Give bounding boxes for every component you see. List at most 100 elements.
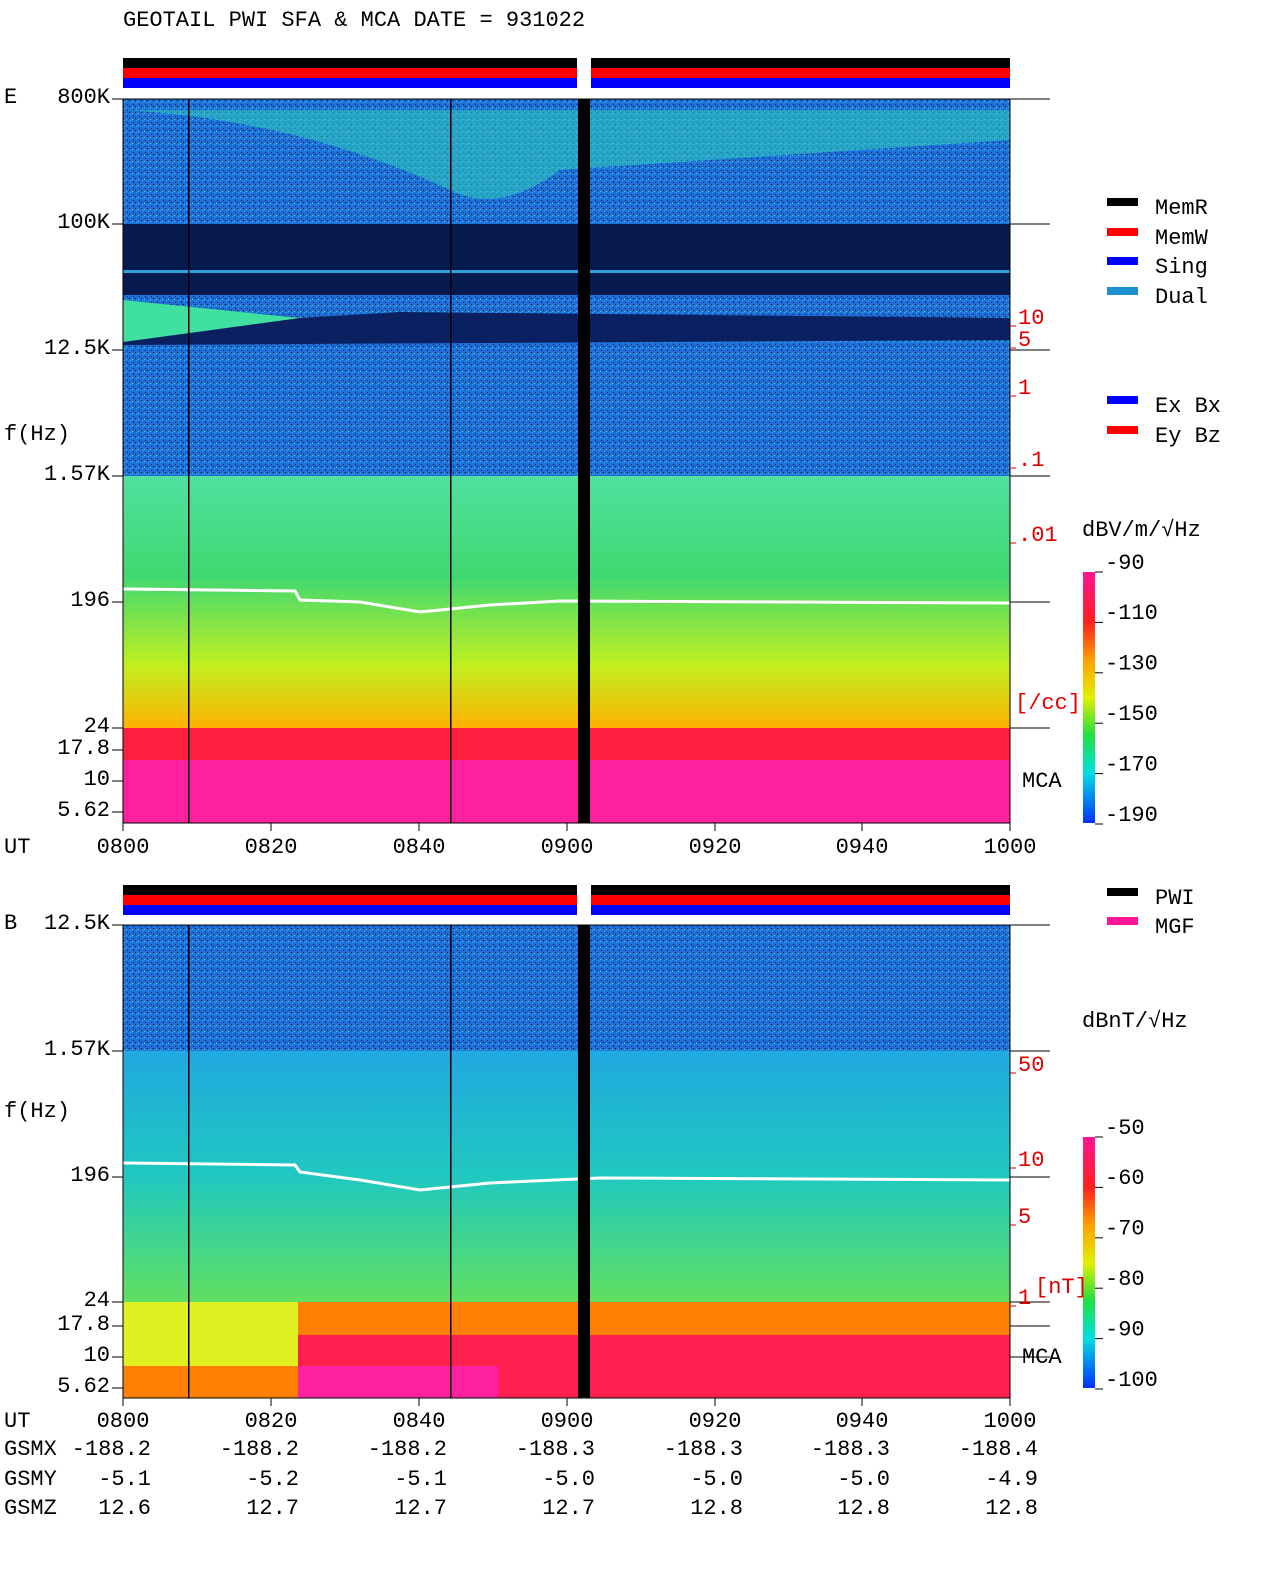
x-tick-label: 0920 [689,1409,742,1434]
legend-label: Ex Bx [1155,394,1221,419]
x-tick-label: 1000 [984,1409,1037,1434]
spectrogram-art [122,58,1095,1398]
colorbar-tick-label: -100 [1105,1368,1158,1393]
colorbar-tick-label: -90 [1105,551,1145,576]
colorbar-tick-label: -90 [1105,1317,1145,1342]
y-tick-label: 5.62 [57,1374,110,1399]
y-tick-label: 12.5K [44,336,111,361]
colorbar-tick-label: -110 [1105,601,1158,626]
orbit-value: -5.1 [98,1467,151,1492]
legend-swatch [1107,257,1138,265]
x-axis-label: UT [4,835,30,860]
x-tick-label: 0940 [836,835,889,860]
y-tick-label: 24 [84,714,110,739]
orbit-value: 12.6 [98,1496,151,1521]
y-tick-label: 10 [84,1343,110,1368]
scale-tick-label: 1 [1018,1286,1031,1311]
x-tick-label: 0840 [393,1409,446,1434]
colorbar-tick-label: -150 [1105,702,1158,727]
y-tick-label: 196 [70,588,110,613]
legend-swatch [1107,396,1138,404]
y-tick-label: 24 [84,1288,110,1313]
orbit-value: -5.0 [542,1467,595,1492]
legend-swatch [1107,228,1138,236]
y-tick-label: 1.57K [44,1037,111,1062]
scale-tick-label: 10 [1018,1148,1044,1173]
orbit-value: -4.9 [985,1467,1038,1492]
orbit-value: -5.1 [394,1467,447,1492]
legend-label: Dual [1155,285,1208,310]
orbit-value: -188.4 [959,1437,1038,1462]
scale-tick-label: 1 [1018,376,1031,401]
scale-tick-label: 10 [1018,306,1044,331]
scale-tick-label: 5 [1018,328,1031,353]
x-tick-label: 0800 [97,835,150,860]
x-tick-label: 0800 [97,1409,150,1434]
y-axis-label: f(Hz) [4,1099,70,1124]
colorbar-tick-label: -130 [1105,652,1158,677]
orbit-value: -5.0 [690,1467,743,1492]
y-tick-label: 1.57K [44,462,111,487]
legend-label: MGF [1155,915,1195,940]
legend-swatch [1107,888,1138,896]
orbit-value: -5.0 [837,1467,890,1492]
y-tick-label: 10 [84,767,110,792]
colorbar-tick-label: -70 [1105,1217,1145,1242]
x-tick-label: 0900 [541,835,594,860]
scale-tick-label: .01 [1018,523,1058,548]
legend-label: MemR [1155,196,1208,221]
legend-swatch [1107,198,1138,206]
orbit-value: 12.8 [985,1496,1038,1521]
y-tick-label: 5.62 [57,798,110,823]
colorbar-tick-label: -80 [1105,1267,1145,1292]
mca-label: MCA [1022,769,1062,794]
orbit-value: -188.3 [516,1437,595,1462]
y-tick-label: 17.8 [57,736,110,761]
legend-label: Sing [1155,255,1208,280]
colorbar-tick-label: -60 [1105,1166,1145,1191]
legend-label: Ey Bz [1155,424,1221,449]
colorbar-tick-label: -170 [1105,752,1158,777]
mca-label: MCA [1022,1345,1062,1370]
colorbar-tick-label: -190 [1105,803,1158,828]
orbit-value: -188.3 [664,1437,743,1462]
legend-swatch [1107,426,1138,434]
legend-swatch [1107,287,1138,295]
legend-label: MemW [1155,226,1209,251]
colorbar-unit: dBV/m/√Hz [1082,518,1201,543]
orbit-label: GSMZ [4,1496,57,1521]
scale-tick-label: .1 [1018,448,1044,473]
orbit-value: -188.2 [368,1437,447,1462]
orbit-value: 12.7 [542,1496,595,1521]
legend-label: PWI [1155,886,1195,911]
x-tick-label: 0840 [393,835,446,860]
y-tick-label: 196 [70,1163,110,1188]
orbit-value: 12.7 [246,1496,299,1521]
y-tick-label: 12.5K [44,911,111,936]
x-tick-label: 0900 [541,1409,594,1434]
orbit-value: -5.2 [246,1467,299,1492]
y-tick-label: 100K [57,210,111,235]
x-tick-label: 0820 [245,835,298,860]
x-tick-label: 0940 [836,1409,889,1434]
panel-label: E [4,85,17,110]
panel-label: B [4,911,17,936]
x-tick-label: 0920 [689,835,742,860]
y-tick-label: 17.8 [57,1312,110,1337]
orbit-label: GSMX [4,1437,57,1462]
orbit-label: GSMY [4,1467,57,1492]
scale-unit: [/cc] [1015,691,1081,716]
scale-unit: [nT] [1035,1275,1088,1300]
orbit-value: 12.8 [690,1496,743,1521]
orbit-value: 12.8 [837,1496,890,1521]
y-axis-label: f(Hz) [4,422,70,447]
x-tick-label: 0820 [245,1409,298,1434]
orbit-value: -188.2 [220,1437,299,1462]
scale-tick-label: 5 [1018,1205,1031,1230]
x-tick-label: 1000 [984,835,1037,860]
scale-tick-label: 50 [1018,1053,1044,1078]
orbit-value: -188.2 [72,1437,151,1462]
colorbar-unit: dBnT/√Hz [1082,1009,1188,1034]
title: GEOTAIL PWI SFA & MCA DATE = 931022 [123,8,585,33]
